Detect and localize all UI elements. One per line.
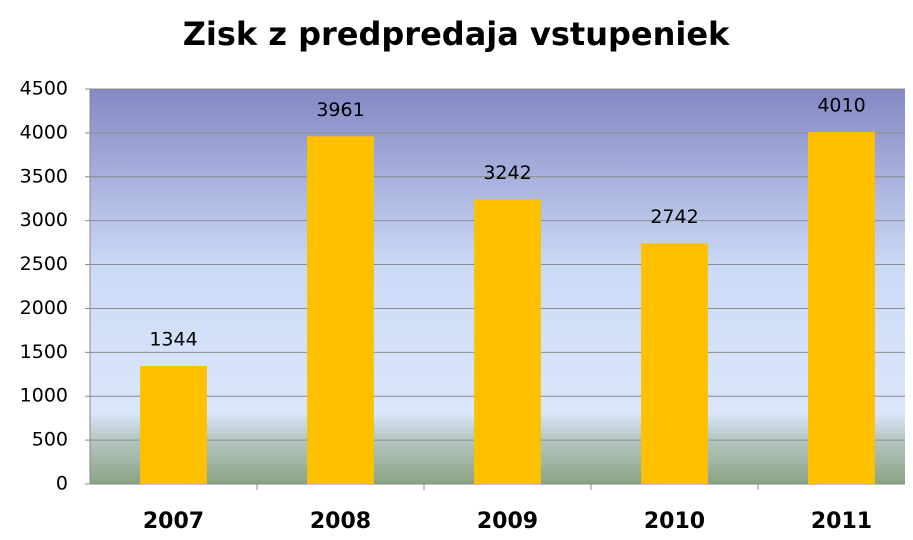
value-label: 4010 <box>817 95 865 117</box>
x-tick-label: 2008 <box>310 509 371 534</box>
y-tick-label: 500 <box>32 429 68 451</box>
bar <box>474 199 541 484</box>
x-tick-label: 2009 <box>477 509 538 534</box>
bar <box>808 132 875 484</box>
value-label: 2742 <box>650 206 698 228</box>
bar <box>307 136 374 484</box>
y-tick-label: 4000 <box>20 121 68 143</box>
bar <box>140 366 207 484</box>
value-label: 3242 <box>483 162 531 184</box>
x-tick-label: 2011 <box>811 509 872 534</box>
y-tick-label: 2000 <box>20 297 68 319</box>
y-tick-label: 1000 <box>20 385 68 407</box>
bar <box>641 243 708 484</box>
y-tick-label: 1500 <box>20 341 68 363</box>
y-tick-label: 0 <box>56 473 68 495</box>
x-tick-label: 2007 <box>143 509 204 534</box>
x-tick-label: 2010 <box>644 509 705 534</box>
y-tick-label: 4500 <box>20 78 68 100</box>
y-tick-label: 3000 <box>20 209 68 231</box>
y-tick-label: 3500 <box>20 165 68 187</box>
value-label: 1344 <box>149 329 197 351</box>
value-label: 3961 <box>316 99 364 121</box>
y-tick-label: 2500 <box>20 253 68 275</box>
chart-title: Zisk z predpredaja vstupeniek <box>183 15 730 53</box>
